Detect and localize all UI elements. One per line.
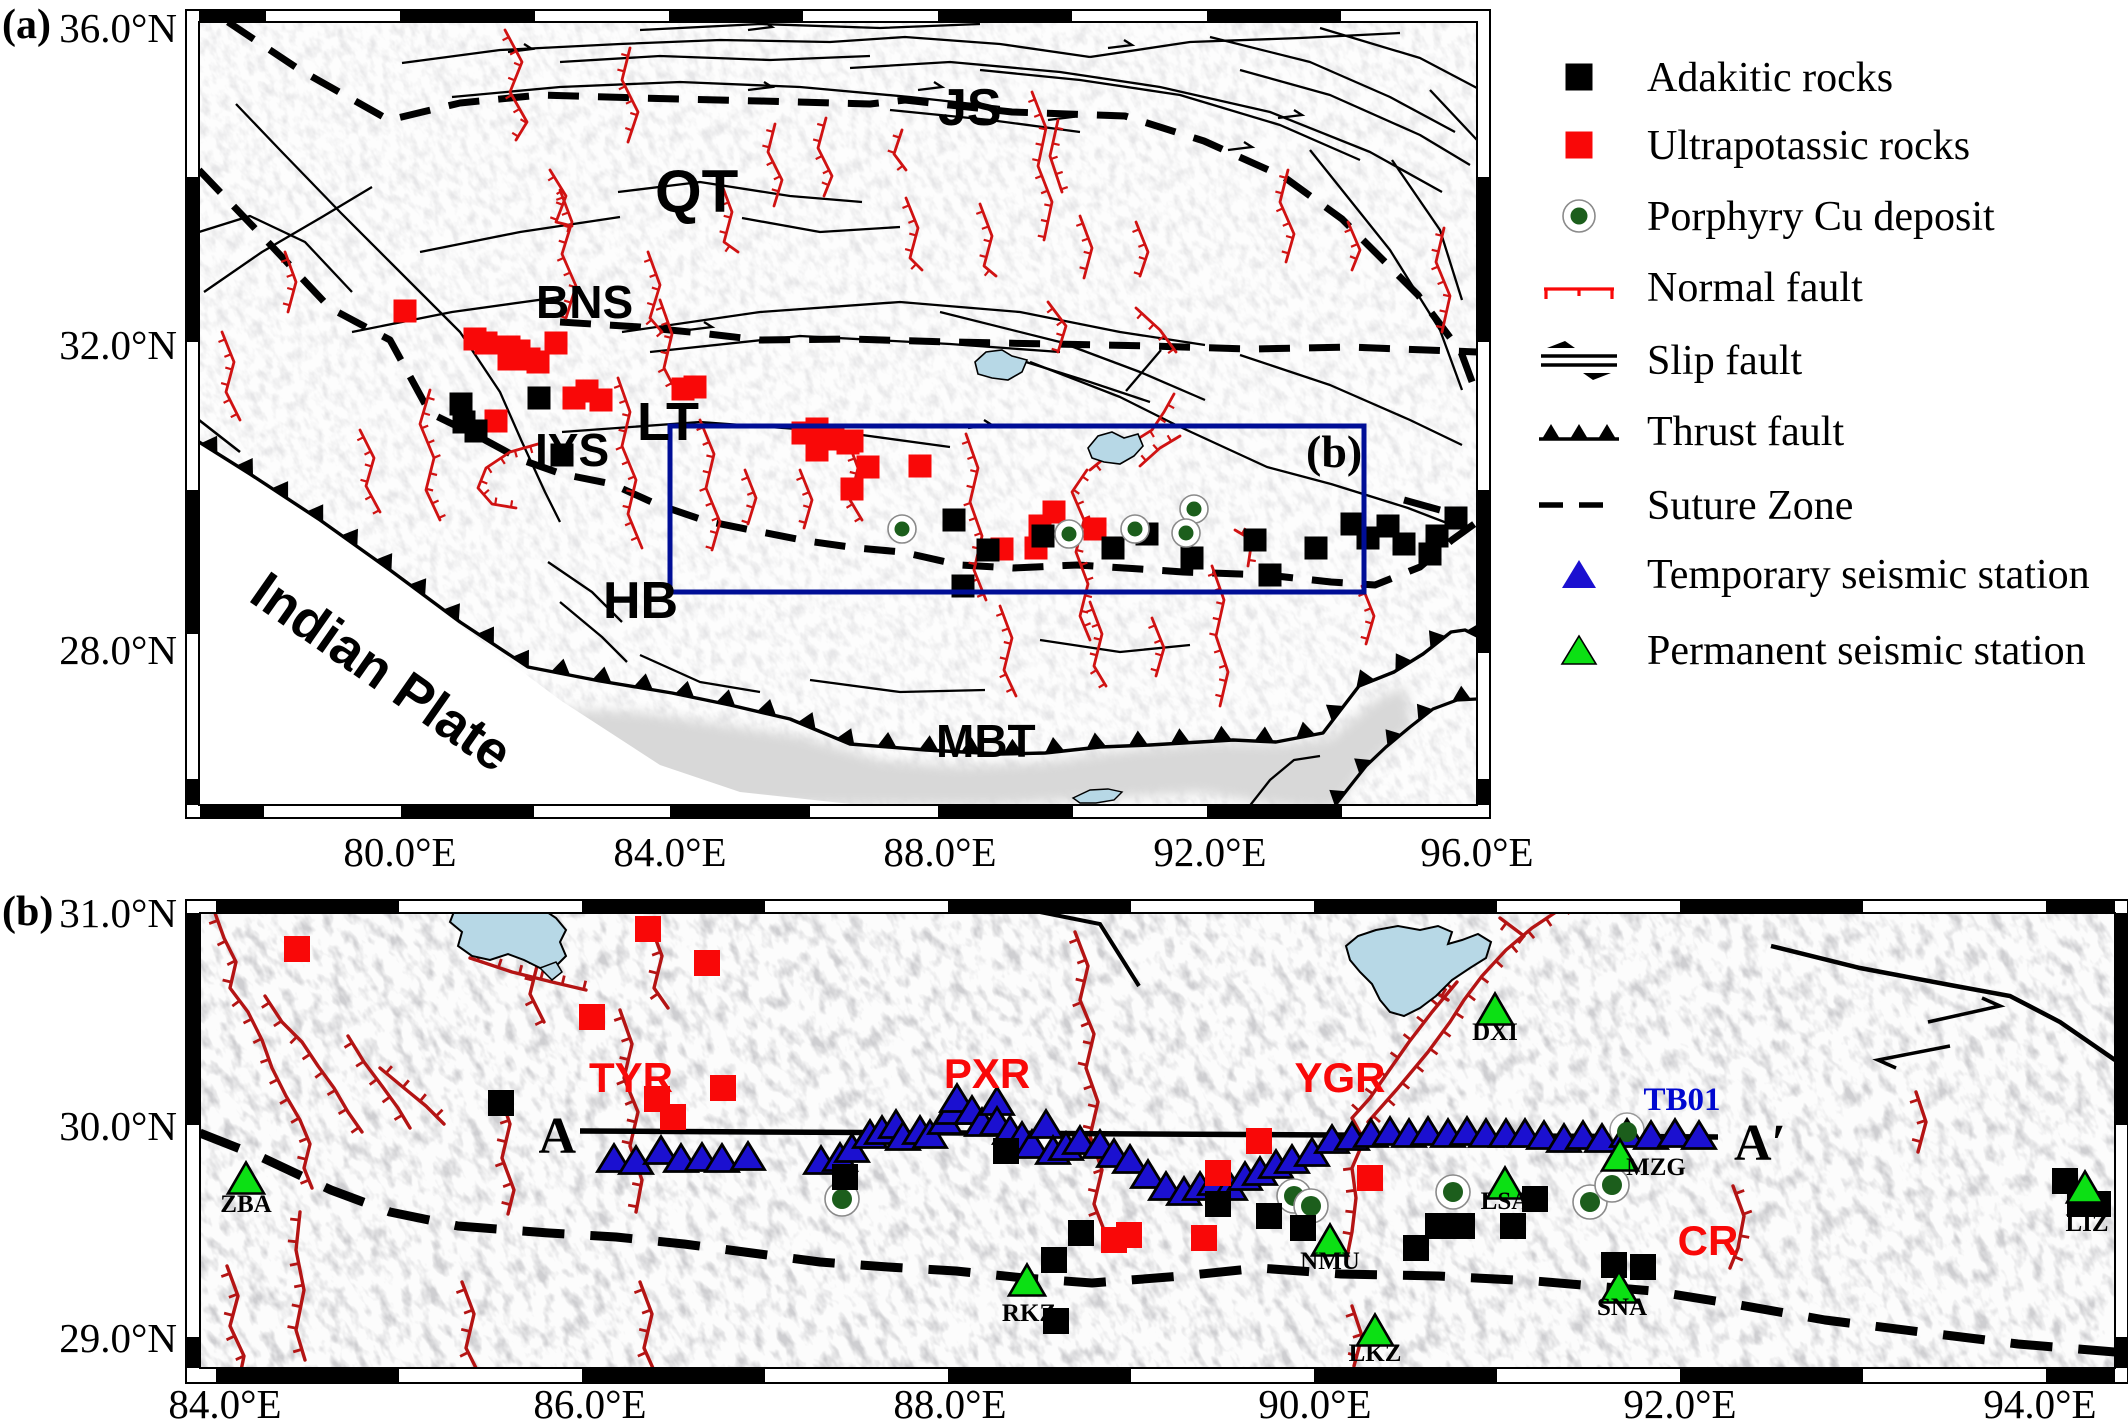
svg-text:RKZ: RKZ bbox=[1002, 1300, 1056, 1327]
svg-text:90.0°E: 90.0°E bbox=[1258, 1381, 1371, 1423]
svg-text:LKZ: LKZ bbox=[1349, 1340, 1402, 1367]
svg-text:28.0°N: 28.0°N bbox=[59, 627, 177, 673]
svg-text:88.0°E: 88.0°E bbox=[883, 829, 996, 875]
svg-text:LT: LT bbox=[637, 392, 699, 452]
svg-text:Adakitic rocks: Adakitic rocks bbox=[1647, 55, 1893, 101]
svg-text:QT: QT bbox=[655, 158, 738, 225]
svg-text:Ultrapotassic rocks: Ultrapotassic rocks bbox=[1647, 123, 1970, 169]
svg-text:84.0°E: 84.0°E bbox=[168, 1381, 281, 1423]
svg-text:SNA: SNA bbox=[1597, 1294, 1647, 1321]
svg-text:DXI: DXI bbox=[1472, 1019, 1518, 1046]
svg-text:BNS: BNS bbox=[536, 276, 633, 328]
svg-text:CR: CR bbox=[1678, 1217, 1739, 1264]
svg-text:IYS: IYS bbox=[535, 424, 609, 476]
svg-text:86.0°E: 86.0°E bbox=[533, 1381, 646, 1423]
svg-text:(b): (b) bbox=[1306, 426, 1362, 477]
svg-text:MZG: MZG bbox=[1626, 1154, 1686, 1181]
svg-text:TB01: TB01 bbox=[1643, 1082, 1720, 1118]
svg-text:Slip fault: Slip fault bbox=[1647, 338, 1802, 384]
svg-text:A: A bbox=[538, 1108, 576, 1165]
svg-text:88.0°E: 88.0°E bbox=[893, 1381, 1006, 1423]
svg-text:(a): (a) bbox=[2, 2, 51, 48]
svg-text:94.0°E: 94.0°E bbox=[1983, 1381, 2096, 1423]
svg-text:80.0°E: 80.0°E bbox=[343, 829, 456, 875]
svg-text:ZBA: ZBA bbox=[220, 1191, 271, 1218]
svg-text:PXR: PXR bbox=[944, 1050, 1030, 1097]
svg-text:(b): (b) bbox=[2, 889, 53, 935]
svg-text:92.0°E: 92.0°E bbox=[1623, 1381, 1736, 1423]
svg-text:96.0°E: 96.0°E bbox=[1420, 829, 1533, 875]
svg-text:Normal fault: Normal fault bbox=[1647, 265, 1863, 311]
svg-text:Thrust fault: Thrust fault bbox=[1647, 409, 1844, 455]
svg-text:A′: A′ bbox=[1734, 1115, 1786, 1172]
svg-text:MBT: MBT bbox=[936, 715, 1036, 767]
svg-text:TYR: TYR bbox=[589, 1054, 673, 1101]
svg-text:HB: HB bbox=[603, 572, 678, 630]
svg-text:Porphyry Cu deposit: Porphyry Cu deposit bbox=[1647, 194, 1995, 240]
svg-text:LSA: LSA bbox=[1481, 1188, 1530, 1215]
svg-text:YGR: YGR bbox=[1294, 1054, 1385, 1101]
svg-text:84.0°E: 84.0°E bbox=[613, 829, 726, 875]
svg-text:29.0°N: 29.0°N bbox=[59, 1315, 177, 1361]
svg-text:31.0°N: 31.0°N bbox=[59, 890, 177, 936]
svg-text:Suture Zone: Suture Zone bbox=[1647, 483, 1853, 529]
svg-text:JS: JS bbox=[938, 79, 1002, 137]
svg-text:36.0°N: 36.0°N bbox=[59, 5, 177, 51]
svg-text:Permanent seismic station: Permanent seismic station bbox=[1647, 628, 2086, 674]
svg-text:30.0°N: 30.0°N bbox=[59, 1103, 177, 1149]
svg-text:LIZ: LIZ bbox=[2065, 1210, 2108, 1237]
svg-text:92.0°E: 92.0°E bbox=[1153, 829, 1266, 875]
svg-text:32.0°N: 32.0°N bbox=[59, 322, 177, 368]
svg-text:Temporary seismic station: Temporary seismic station bbox=[1647, 552, 2090, 598]
svg-text:NMU: NMU bbox=[1300, 1248, 1360, 1275]
